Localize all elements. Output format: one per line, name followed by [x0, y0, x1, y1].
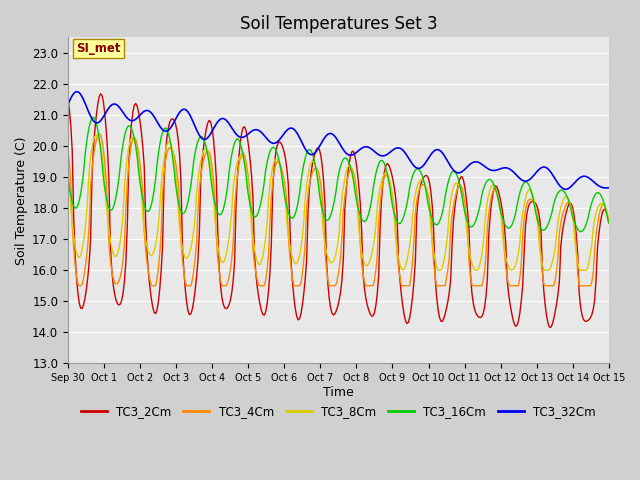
- Legend: TC3_2Cm, TC3_4Cm, TC3_8Cm, TC3_16Cm, TC3_32Cm: TC3_2Cm, TC3_4Cm, TC3_8Cm, TC3_16Cm, TC3…: [76, 400, 601, 423]
- TC3_2Cm: [97, 91, 104, 96]
- Text: SI_met: SI_met: [76, 42, 120, 55]
- TC3_16Cm: [64, 175, 72, 180]
- TC3_8Cm: [605, 218, 612, 224]
- TC3_2Cm: [451, 204, 459, 210]
- TC3_4Cm: [345, 169, 353, 175]
- Line: TC3_2Cm: TC3_2Cm: [68, 94, 609, 327]
- Title: Soil Temperatures Set 3: Soil Temperatures Set 3: [239, 15, 437, 33]
- TC3_4Cm: [76, 283, 83, 288]
- TC3_16Cm: [90, 114, 97, 120]
- TC3_4Cm: [64, 147, 72, 153]
- TC3_8Cm: [101, 174, 109, 180]
- TC3_32Cm: [344, 152, 351, 157]
- TC3_4Cm: [604, 213, 611, 218]
- TC3_8Cm: [83, 214, 90, 219]
- TC3_8Cm: [604, 211, 611, 217]
- Line: TC3_32Cm: TC3_32Cm: [68, 92, 609, 189]
- TC3_8Cm: [344, 165, 351, 170]
- X-axis label: Time: Time: [323, 386, 354, 399]
- TC3_8Cm: [92, 132, 100, 138]
- Y-axis label: Soil Temperature (C): Soil Temperature (C): [15, 136, 28, 264]
- TC3_2Cm: [344, 173, 351, 179]
- TC3_2Cm: [546, 324, 554, 330]
- TC3_16Cm: [451, 169, 459, 175]
- TC3_16Cm: [605, 220, 612, 226]
- TC3_16Cm: [577, 228, 584, 234]
- TC3_2Cm: [101, 110, 109, 116]
- TC3_8Cm: [452, 180, 460, 186]
- TC3_32Cm: [605, 185, 612, 191]
- TC3_32Cm: [561, 186, 569, 192]
- TC3_32Cm: [64, 101, 72, 107]
- TC3_2Cm: [64, 97, 72, 103]
- TC3_2Cm: [83, 287, 90, 292]
- TC3_32Cm: [84, 107, 92, 113]
- TC3_4Cm: [533, 209, 541, 215]
- TC3_16Cm: [604, 215, 611, 220]
- TC3_16Cm: [532, 208, 540, 214]
- TC3_16Cm: [101, 185, 109, 191]
- TC3_4Cm: [605, 220, 612, 226]
- TC3_32Cm: [101, 112, 109, 118]
- TC3_2Cm: [604, 213, 611, 219]
- TC3_32Cm: [451, 168, 459, 174]
- TC3_4Cm: [95, 131, 103, 136]
- TC3_4Cm: [452, 190, 460, 195]
- TC3_16Cm: [83, 142, 90, 147]
- Line: TC3_16Cm: TC3_16Cm: [68, 117, 609, 231]
- TC3_2Cm: [532, 200, 540, 206]
- TC3_4Cm: [102, 177, 110, 182]
- TC3_2Cm: [605, 220, 612, 226]
- TC3_32Cm: [532, 170, 540, 176]
- TC3_8Cm: [533, 214, 541, 220]
- TC3_32Cm: [604, 185, 611, 191]
- TC3_32Cm: [73, 89, 81, 95]
- TC3_4Cm: [84, 242, 92, 248]
- Line: TC3_4Cm: TC3_4Cm: [68, 133, 609, 286]
- TC3_8Cm: [64, 161, 72, 167]
- TC3_8Cm: [434, 267, 442, 273]
- Line: TC3_8Cm: TC3_8Cm: [68, 135, 609, 270]
- TC3_16Cm: [344, 157, 351, 163]
